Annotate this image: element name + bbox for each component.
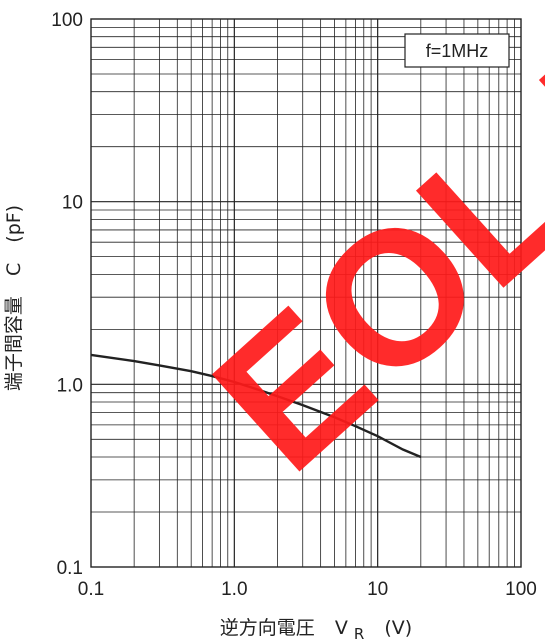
- x-tick-label: 100: [505, 579, 537, 600]
- y-tick-label: 10: [62, 193, 83, 214]
- y-axis-title-unit: (pF): [3, 205, 25, 243]
- freq-annotation-box: f=1MHz: [404, 33, 510, 68]
- y-tick-label: 1.0: [57, 375, 83, 396]
- x-axis-title-main: 逆方向電圧: [220, 617, 315, 639]
- x-axis-title-subscript: R: [354, 625, 364, 643]
- x-tick-label: 0.1: [78, 579, 104, 600]
- x-axis-title: 逆方向電圧 V R (V): [220, 617, 412, 644]
- tick-labels: 0.1 1.0 10 100 0.1 1.0 10 100: [51, 10, 537, 600]
- series-line: [90, 353, 422, 459]
- y-axis-title: 端子間容量 C (pF): [3, 205, 25, 391]
- y-axis-title-main: 端子間容量: [3, 296, 25, 391]
- annotation-frame: [404, 33, 510, 68]
- x-axis-title-unit: (V): [384, 617, 412, 639]
- annotation-label: f=1MHz: [426, 41, 489, 61]
- x-axis-title-symbol: V: [335, 617, 348, 639]
- x-tick-label: 10: [367, 579, 388, 600]
- x-tick-label: 1.0: [221, 579, 247, 600]
- plot-frame: [90, 18, 522, 568]
- y-tick-label: 100: [51, 10, 83, 31]
- grid-lines: [91, 19, 521, 567]
- y-axis-title-symbol: C: [3, 263, 25, 276]
- y-tick-label: 0.1: [57, 558, 83, 579]
